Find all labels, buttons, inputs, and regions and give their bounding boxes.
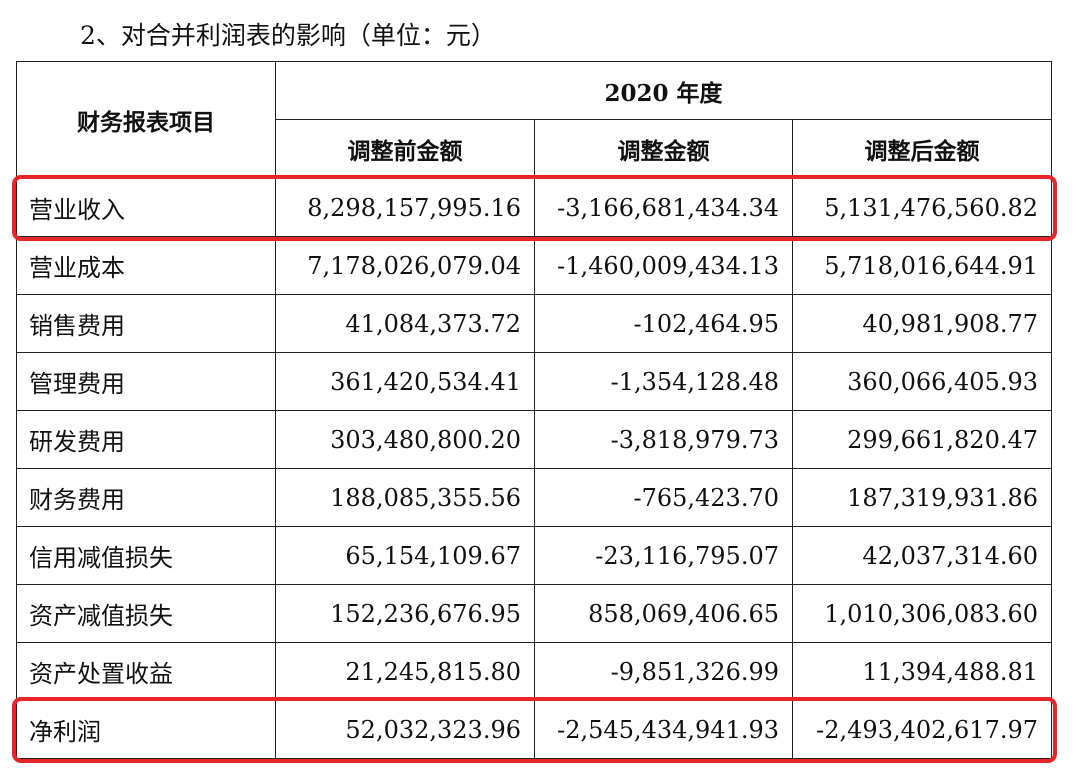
row-before-amount: 7,178,026,079.04 bbox=[275, 236, 535, 295]
row-adjustment-amount: 858,069,406.65 bbox=[534, 584, 793, 643]
adjustment-column-header: 调整金额 bbox=[534, 119, 793, 179]
row-adjustment-amount: -3,166,681,434.34 bbox=[534, 178, 793, 237]
table-row: 净利润 52,032,323.96 -2,545,434,941.93 -2,493,… bbox=[16, 700, 1053, 759]
table-row: 销售费用 41,084,373.72 -102,464.95 40,981,908.7… bbox=[16, 294, 1053, 353]
section-heading: 2、对合并利润表的影响（单位：元） bbox=[80, 21, 496, 50]
year-header: 2020 年度 bbox=[274, 61, 1053, 120]
row-item-label: 研发费用 bbox=[16, 410, 276, 469]
table-row: 财务费用 188,085,355.56 -765,423.70 187,319,931… bbox=[16, 468, 1053, 527]
row-adjustment-amount: -23,116,795.07 bbox=[534, 526, 793, 585]
row-before-amount: 152,236,676.95 bbox=[275, 584, 535, 643]
row-item-label: 资产减值损失 bbox=[16, 584, 276, 643]
row-adjustment-amount: -9,851,326.99 bbox=[534, 642, 793, 701]
row-after-amount: 1,010,306,083.60 bbox=[791, 584, 1053, 643]
table-row: 管理费用 361,420,534.41 -1,354,128.48 360,066,4… bbox=[16, 352, 1053, 411]
row-item-label: 营业成本 bbox=[16, 236, 276, 295]
row-adjustment-amount: -2,545,434,941.93 bbox=[534, 700, 793, 759]
table-row: 研发费用 303,480,800.20 -3,818,979.73 299,661,8… bbox=[16, 410, 1053, 469]
row-item-label: 信用减值损失 bbox=[16, 526, 276, 585]
row-after-amount: 11,394,488.81 bbox=[791, 642, 1053, 701]
row-before-amount: 41,084,373.72 bbox=[275, 294, 535, 353]
row-before-amount: 21,245,815.80 bbox=[275, 642, 535, 701]
row-before-amount: 188,085,355.56 bbox=[275, 468, 535, 527]
row-before-amount: 52,032,323.96 bbox=[275, 700, 535, 759]
table-row: 信用减值损失 65,154,109.67 -23,116,795.07 42,037,… bbox=[16, 526, 1053, 585]
row-before-amount: 303,480,800.20 bbox=[275, 410, 535, 469]
income-statement-table: 财务报表项目 2020 年度 调整前金额 调整金额 调整后金额 营业收入 8,29… bbox=[16, 61, 1053, 759]
row-adjustment-amount: -3,818,979.73 bbox=[534, 410, 793, 469]
row-adjustment-amount: -1,354,128.48 bbox=[534, 352, 793, 411]
row-after-amount: 42,037,314.60 bbox=[791, 526, 1053, 585]
row-after-amount: -2,493,402,617.97 bbox=[791, 700, 1053, 759]
table-row: 资产处置收益 21,245,815.80 -9,851,326.99 11,394,4… bbox=[16, 642, 1053, 701]
row-before-amount: 65,154,109.67 bbox=[275, 526, 535, 585]
row-after-amount: 5,131,476,560.82 bbox=[791, 178, 1053, 237]
row-item-label: 资产处置收益 bbox=[16, 642, 276, 701]
row-item-label: 销售费用 bbox=[16, 294, 276, 353]
row-item-label: 财务费用 bbox=[16, 468, 276, 527]
row-before-amount: 8,298,157,995.16 bbox=[275, 178, 535, 237]
row-adjustment-amount: -1,460,009,434.13 bbox=[534, 236, 793, 295]
row-after-amount: 187,319,931.86 bbox=[791, 468, 1053, 527]
row-item-label: 净利润 bbox=[16, 700, 276, 759]
table-row: 资产减值损失 152,236,676.95 858,069,406.65 1,010,… bbox=[16, 584, 1053, 643]
row-after-amount: 299,661,820.47 bbox=[791, 410, 1053, 469]
table-row: 营业成本 7,178,026,079.04 -1,460,009,434.13 5,7… bbox=[16, 236, 1053, 295]
row-adjustment-amount: -102,464.95 bbox=[534, 294, 793, 353]
row-item-label: 管理费用 bbox=[16, 352, 276, 411]
table-row: 营业收入 8,298,157,995.16 -3,166,681,434.34 5,1… bbox=[16, 178, 1053, 237]
row-item-label: 营业收入 bbox=[16, 178, 276, 237]
row-before-amount: 361,420,534.41 bbox=[275, 352, 535, 411]
before-column-header: 调整前金额 bbox=[275, 119, 535, 179]
row-after-amount: 360,066,405.93 bbox=[791, 352, 1053, 411]
row-after-amount: 40,981,908.77 bbox=[791, 294, 1053, 353]
row-after-amount: 5,718,016,644.91 bbox=[791, 236, 1053, 295]
row-adjustment-amount: -765,423.70 bbox=[534, 468, 793, 527]
after-column-header: 调整后金额 bbox=[791, 119, 1053, 179]
item-column-header: 财务报表项目 bbox=[16, 61, 276, 179]
